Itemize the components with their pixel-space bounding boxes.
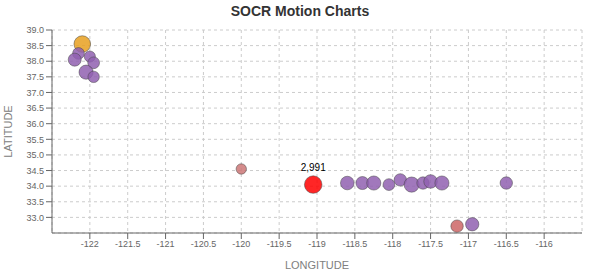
svg-text:LONGITUDE: LONGITUDE [285, 259, 349, 271]
svg-text:34.5: 34.5 [26, 166, 44, 176]
svg-text:2,991: 2,991 [301, 162, 326, 173]
svg-text:-121: -121 [157, 239, 175, 249]
svg-text:-119.5: -119.5 [267, 239, 292, 249]
svg-text:34.0: 34.0 [26, 181, 44, 191]
svg-text:36.5: 36.5 [26, 103, 44, 113]
svg-text:-121.5: -121.5 [115, 239, 141, 249]
svg-text:-116: -116 [535, 239, 552, 249]
svg-text:-118: -118 [384, 239, 401, 249]
svg-text:33.0: 33.0 [26, 213, 44, 223]
svg-text:-120: -120 [232, 239, 250, 249]
svg-text:-122: -122 [81, 239, 99, 249]
svg-text:37.0: 37.0 [26, 88, 44, 98]
svg-text:-117: -117 [460, 239, 477, 249]
svg-text:35.5: 35.5 [26, 135, 44, 145]
svg-text:35.0: 35.0 [26, 150, 44, 160]
svg-text:33.5: 33.5 [26, 197, 44, 207]
svg-text:-118.5: -118.5 [342, 239, 367, 249]
svg-text:36.0: 36.0 [26, 119, 44, 129]
html-text:SOCR Motion Charts: SOCR Motion Charts [230, 3, 370, 19]
svg-text:-116.5: -116.5 [494, 239, 519, 249]
svg-text:-120.5: -120.5 [191, 239, 217, 249]
svg-text:-119: -119 [308, 239, 325, 249]
svg-text:38.0: 38.0 [26, 56, 44, 66]
svg-text:38.5: 38.5 [26, 41, 44, 51]
svg-text:LATITUDE: LATITUDE [8, 105, 14, 157]
svg-text:37.5: 37.5 [26, 72, 44, 82]
svg-text:-117.5: -117.5 [418, 239, 443, 249]
svg-text:39.0: 39.0 [26, 25, 44, 35]
